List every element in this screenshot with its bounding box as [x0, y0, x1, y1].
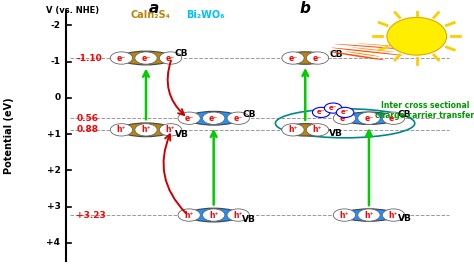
Text: V (vs. NHE): V (vs. NHE)	[46, 5, 100, 14]
Ellipse shape	[227, 209, 249, 221]
Text: e⁻: e⁻	[209, 114, 219, 123]
Ellipse shape	[312, 107, 330, 118]
Ellipse shape	[358, 209, 380, 221]
Ellipse shape	[331, 48, 403, 55]
Text: +2: +2	[46, 166, 60, 175]
Text: CB: CB	[398, 110, 411, 119]
Text: h⁺: h⁺	[166, 125, 175, 134]
Ellipse shape	[306, 52, 328, 64]
Text: h⁺: h⁺	[389, 211, 398, 220]
Ellipse shape	[337, 107, 354, 118]
Text: Potential (eV): Potential (eV)	[4, 98, 15, 174]
Ellipse shape	[387, 17, 447, 55]
Text: e⁻: e⁻	[234, 114, 243, 123]
Ellipse shape	[120, 51, 172, 65]
Text: h⁺: h⁺	[141, 125, 151, 134]
Ellipse shape	[283, 124, 327, 136]
Ellipse shape	[227, 112, 249, 124]
Text: h⁺: h⁺	[288, 125, 298, 134]
Ellipse shape	[333, 112, 356, 124]
Text: CB: CB	[242, 110, 255, 119]
Text: h⁺: h⁺	[340, 211, 349, 220]
Text: Bi₂WO₆: Bi₂WO₆	[187, 10, 225, 20]
Text: CB: CB	[174, 49, 188, 58]
Text: e⁻: e⁻	[365, 114, 374, 123]
Text: VB: VB	[329, 129, 343, 138]
Ellipse shape	[178, 112, 201, 124]
Text: e⁻: e⁻	[341, 109, 349, 115]
Ellipse shape	[333, 209, 356, 221]
Ellipse shape	[343, 209, 395, 221]
Ellipse shape	[110, 124, 133, 136]
Ellipse shape	[283, 52, 327, 64]
Text: VB: VB	[398, 214, 412, 223]
Ellipse shape	[383, 209, 405, 221]
Ellipse shape	[159, 124, 182, 136]
Ellipse shape	[135, 124, 157, 136]
Ellipse shape	[159, 52, 182, 64]
Text: e⁻: e⁻	[184, 114, 194, 123]
Ellipse shape	[135, 52, 157, 64]
Text: a: a	[149, 1, 159, 16]
Text: -2: -2	[50, 21, 60, 30]
Text: +3.23: +3.23	[76, 211, 106, 220]
Ellipse shape	[329, 51, 385, 60]
Text: 0.56: 0.56	[76, 114, 98, 123]
Text: h⁺: h⁺	[184, 211, 194, 220]
Text: Inter cross sectional
charge carrier transfer: Inter cross sectional charge carrier tra…	[375, 101, 474, 120]
Ellipse shape	[346, 51, 380, 57]
Text: e⁻: e⁻	[288, 54, 298, 63]
Text: -1: -1	[50, 57, 60, 66]
Text: CB: CB	[329, 50, 343, 59]
Text: -1.10: -1.10	[76, 54, 102, 63]
Ellipse shape	[178, 209, 201, 221]
Text: +4: +4	[46, 239, 60, 248]
Text: e⁻: e⁻	[329, 105, 337, 111]
Text: h⁺: h⁺	[209, 211, 219, 220]
Ellipse shape	[202, 112, 225, 124]
Text: e⁻: e⁻	[340, 114, 349, 123]
Ellipse shape	[351, 47, 394, 52]
Text: VB: VB	[242, 215, 256, 224]
Text: 0.88: 0.88	[76, 125, 98, 134]
Ellipse shape	[188, 208, 239, 222]
Text: e⁻: e⁻	[166, 54, 175, 63]
Text: e⁻: e⁻	[141, 54, 151, 63]
Ellipse shape	[343, 112, 395, 124]
Ellipse shape	[202, 209, 225, 221]
Ellipse shape	[357, 43, 409, 47]
Text: +3: +3	[46, 202, 60, 211]
Text: e⁻: e⁻	[117, 54, 126, 63]
Text: 0: 0	[54, 93, 60, 103]
Text: e⁻: e⁻	[313, 54, 322, 63]
Text: h⁺: h⁺	[117, 125, 126, 134]
Ellipse shape	[358, 112, 380, 124]
Ellipse shape	[282, 124, 304, 136]
Text: VB: VB	[174, 129, 188, 138]
Text: +1: +1	[46, 130, 60, 139]
Text: CaIn₂S₄: CaIn₂S₄	[130, 10, 170, 20]
Ellipse shape	[188, 111, 239, 125]
Text: e⁻: e⁻	[317, 109, 326, 115]
Ellipse shape	[110, 52, 133, 64]
Text: e⁻: e⁻	[389, 114, 398, 123]
Ellipse shape	[324, 103, 342, 113]
Ellipse shape	[334, 44, 419, 50]
Ellipse shape	[306, 124, 328, 136]
Text: h⁺: h⁺	[234, 211, 243, 220]
Ellipse shape	[383, 112, 405, 124]
Text: b: b	[300, 1, 310, 16]
Ellipse shape	[282, 52, 304, 64]
Ellipse shape	[120, 123, 172, 137]
Text: h⁺: h⁺	[313, 125, 322, 134]
Text: h⁺: h⁺	[364, 211, 374, 220]
